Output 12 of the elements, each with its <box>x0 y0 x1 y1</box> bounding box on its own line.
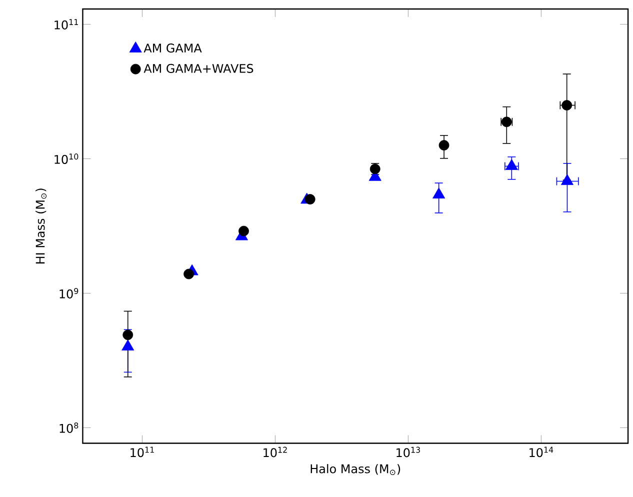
legend-label: AM GAMA+WAVES <box>144 64 254 73</box>
x-tick-label: 10$^{11}$ <box>130 446 154 458</box>
x-axis-title: Halo Mass (M$_{⊙}$) <box>310 464 400 476</box>
y-tick-label: 10$^{8}$ <box>60 422 78 433</box>
y-tick-label: 10$^{9}$ <box>60 288 78 298</box>
x-tick-label: 10$^{13}$ <box>396 446 420 458</box>
x-tick-label: 10$^{12}$ <box>264 446 287 458</box>
y-tick-label: 10$^{11}$ <box>54 19 78 30</box>
y-tick-label: 10$^{10}$ <box>54 154 78 164</box>
legend-label: AM GAMA <box>144 44 202 53</box>
y-axis-title: HI Mass (M$_{⊙}$) <box>36 188 47 264</box>
x-tick-label: 10$^{14}$ <box>530 446 554 458</box>
